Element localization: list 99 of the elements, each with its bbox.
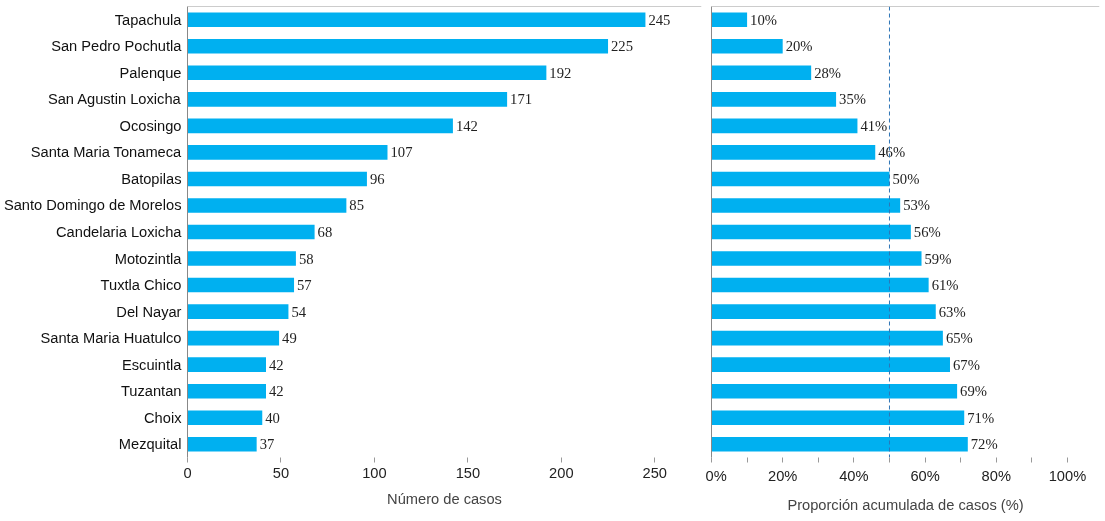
bar <box>187 383 266 399</box>
bar <box>711 357 950 372</box>
x-tick-label: 0 <box>183 464 192 481</box>
data-label: 37 <box>259 436 275 453</box>
data-label: 96 <box>369 170 385 187</box>
data-label: 65% <box>945 330 973 347</box>
bar <box>711 65 812 81</box>
bar <box>711 39 783 54</box>
bar <box>187 304 289 319</box>
y-tick-label: Santa Maria Huatulco <box>40 330 182 347</box>
data-label: 71% <box>967 409 995 426</box>
x-tick-label: 150 <box>455 464 481 481</box>
data-label: 57 <box>297 277 312 294</box>
bar <box>187 277 295 293</box>
bar <box>711 410 965 425</box>
data-label: 42 <box>269 356 284 373</box>
data-label: 50% <box>892 170 920 187</box>
data-label: 49 <box>282 330 297 347</box>
y-tick-label: Escuintla <box>122 356 183 373</box>
bar <box>187 436 257 452</box>
data-label: 42 <box>269 383 284 400</box>
x-tick-label: 0% <box>705 467 727 484</box>
bar <box>711 383 958 399</box>
x-tick-label: 60% <box>910 467 940 484</box>
bar <box>187 118 453 134</box>
bar <box>187 198 347 213</box>
x-tick-label: 100% <box>1048 467 1087 484</box>
data-label: 69% <box>960 383 987 400</box>
y-tick-label: Choix <box>144 409 183 426</box>
data-label: 40 <box>265 409 280 426</box>
data-label: 41% <box>860 117 888 134</box>
y-tick-label: Ocosingo <box>119 117 182 134</box>
bar <box>187 251 296 266</box>
data-label: 63% <box>938 303 966 320</box>
x-tick-label: 40% <box>839 467 869 484</box>
data-label: 20% <box>785 38 813 55</box>
data-label: 225 <box>611 38 634 55</box>
data-label: 68 <box>317 224 333 240</box>
bar <box>187 171 367 187</box>
data-label: 142 <box>455 117 478 134</box>
data-label: 67% <box>953 356 980 373</box>
data-label: 245 <box>648 11 671 28</box>
y-tick-label: Mezquital <box>118 436 182 453</box>
bar <box>711 145 876 160</box>
data-label: 10% <box>750 11 777 28</box>
data-label: 54 <box>291 303 307 320</box>
y-tick-label: San Agustin Loxicha <box>47 91 182 108</box>
data-label: 28% <box>814 64 842 81</box>
bar <box>711 224 911 240</box>
data-label: 59% <box>924 250 952 267</box>
bar <box>187 12 646 28</box>
data-label: 171 <box>510 91 533 108</box>
bar <box>711 92 837 107</box>
x-tick-label: 100 <box>362 464 387 481</box>
y-tick-label: Tuzantan <box>120 383 182 400</box>
data-label: 46% <box>878 144 906 161</box>
y-tick-label: Candelaria Loxicha <box>56 224 183 240</box>
bar <box>711 304 936 319</box>
bar <box>187 410 263 425</box>
y-tick-label: Santa Maria Tonameca <box>30 144 183 161</box>
data-label: 53% <box>903 197 931 214</box>
bar <box>711 330 943 346</box>
data-label: 35% <box>839 91 866 108</box>
bar <box>187 65 547 81</box>
x-tick-label: 50 <box>272 464 290 481</box>
data-label: 61% <box>931 277 959 294</box>
bar <box>711 436 968 452</box>
data-label: 85 <box>349 197 365 214</box>
bar <box>711 251 922 266</box>
bar <box>711 12 748 28</box>
x-tick-label: 80% <box>981 467 1011 484</box>
x-tick-label: 200 <box>549 464 574 481</box>
y-tick-label: San Pedro Pochutla <box>51 38 183 55</box>
y-tick-label: Santo Domingo de Morelos <box>3 197 182 214</box>
y-tick-label: Batopilas <box>121 170 182 187</box>
data-label: 192 <box>549 64 572 81</box>
bar <box>711 118 858 134</box>
bar <box>711 198 901 213</box>
bar <box>187 92 508 107</box>
bar <box>711 171 890 187</box>
y-tick-label: Del Nayar <box>116 303 182 320</box>
bar <box>187 357 266 372</box>
bar <box>187 224 315 240</box>
bar <box>711 277 929 293</box>
x-tick-label: 20% <box>768 467 798 484</box>
y-tick-label: Motozintla <box>114 250 183 267</box>
bar <box>187 330 280 346</box>
data-label: 56% <box>913 224 941 240</box>
x-axis-title: Número de casos <box>387 490 502 507</box>
x-tick-label: 250 <box>642 464 668 481</box>
bar <box>187 39 609 54</box>
x-axis-title: Proporción acumulada de casos (%) <box>787 496 1024 513</box>
data-label: 107 <box>390 144 413 161</box>
y-tick-label: Tuxtla Chico <box>100 277 182 294</box>
y-tick-label: Tapachula <box>114 11 183 28</box>
data-label: 72% <box>970 436 998 453</box>
bar <box>187 145 388 160</box>
data-label: 58 <box>298 250 314 267</box>
y-tick-label: Palenque <box>119 64 182 81</box>
